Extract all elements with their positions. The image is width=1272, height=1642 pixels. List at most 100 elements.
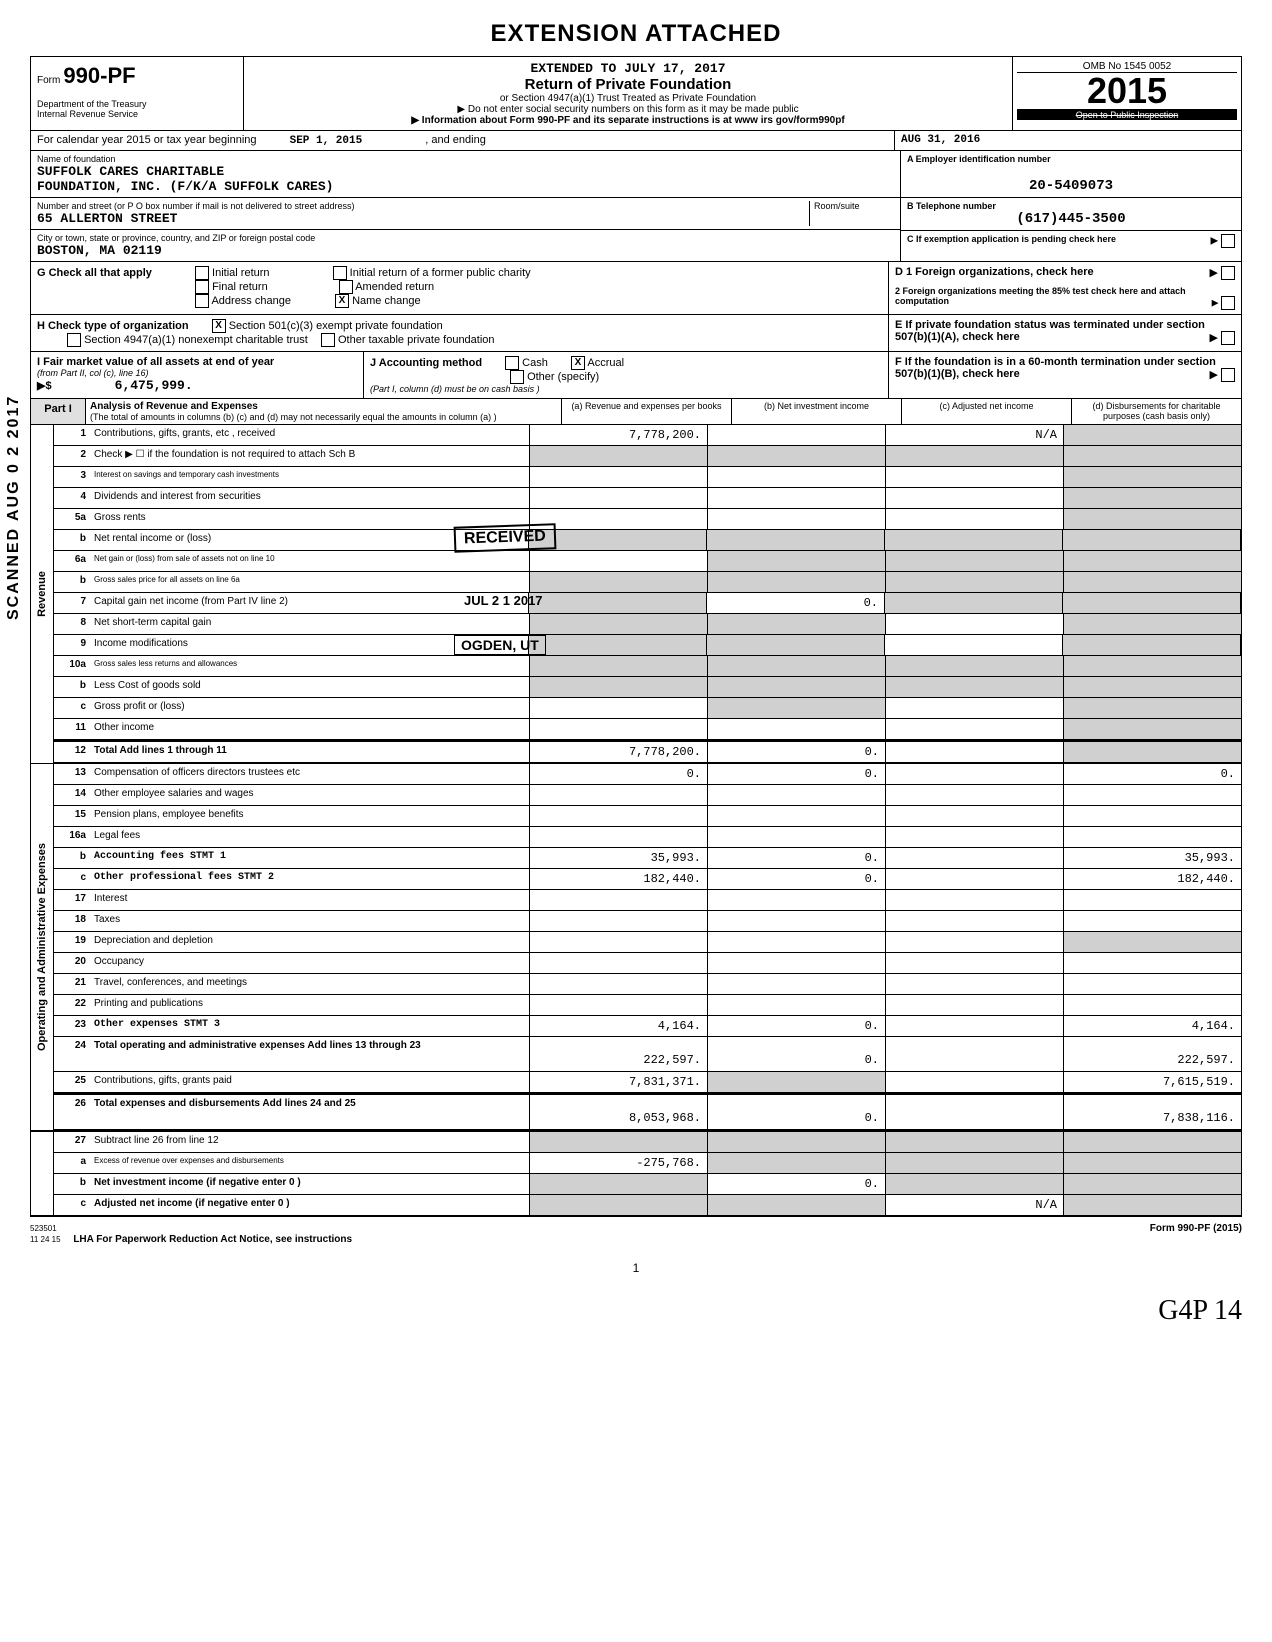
line-13-b: 0. [708,764,886,784]
open-inspection: Open to Public Inspection [1017,109,1237,120]
address-change: Address change [211,295,291,307]
amended-checkbox[interactable] [339,280,353,294]
line-21-desc: Travel, conferences, and meetings [90,974,530,994]
line-23-d: 4,164. [1064,1016,1241,1036]
line-27a-a: -275,768. [530,1153,708,1173]
initial-return: Initial return [212,267,269,279]
i-arrow: ▶$ [37,380,52,392]
line-3-desc: Interest on savings and temporary cash i… [90,467,530,487]
col-d-head: (d) Disbursements for charitable purpose… [1072,399,1241,424]
initial-former-checkbox[interactable] [333,266,347,280]
line-25-desc: Contributions, gifts, grants paid [90,1072,530,1092]
form-ref: Form 990-PF (2015) [1150,1223,1242,1245]
amended-return: Amended return [355,281,434,293]
page-number: 1 [30,1251,1242,1275]
line-2-desc: Check ▶ ☐ if the foundation is not requi… [90,446,530,466]
page-footer: 523501 11 24 15 LHA For Paperwork Reduct… [30,1217,1242,1251]
b-label: B Telephone number [907,201,1235,211]
line-16c-desc: Other professional fees STMT 2 [90,869,530,889]
street-address: 65 ALLERTON STREET [37,211,809,226]
line-13-d: 0. [1064,764,1241,784]
line-26-d: 7,838,116. [1064,1095,1241,1129]
a-label: A Employer identification number [907,154,1235,164]
line-18-desc: Taxes [90,911,530,931]
dept-treasury: Department of the Treasury [37,99,237,109]
ending-label: , and ending [425,134,486,146]
sub3: ▶ Information about Form 990-PF and its … [248,115,1008,126]
handwritten-note: G4P 14 [30,1295,1242,1327]
address-change-checkbox[interactable] [195,294,209,308]
form-label: Form [37,75,60,86]
line-27-section: 27Subtract line 26 from line 12 aExcess … [30,1130,1242,1217]
line-1-desc: Contributions, gifts, grants, etc , rece… [90,425,530,445]
g-d-block: G Check all that apply Initial return In… [30,262,1242,315]
line-22-desc: Printing and publications [90,995,530,1015]
ein: 20-5409073 [907,164,1235,194]
initial-former: Initial return of a former public charit… [350,267,531,279]
line-16a-desc: Legal fees [90,827,530,847]
scanned-stamp: SCANNED AUG 0 2 2017 [5,395,23,620]
phone: (617)445-3500 [907,211,1235,227]
d1-label: D 1 Foreign organizations, check here [895,266,1094,278]
part1-label: Part I [31,399,86,424]
form-number: 990-PF [63,63,135,88]
d2-checkbox[interactable] [1221,296,1235,310]
j-accrual: Accrual [587,357,624,369]
line-26-a: 8,053,968. [530,1095,708,1129]
name-label: Name of foundation [37,154,894,164]
cal-label: For calendar year 2015 or tax year begin… [37,134,257,146]
h-opt2: Section 4947(a)(1) nonexempt charitable … [84,334,308,346]
expenses-section: Operating and Administrative Expenses 13… [30,763,1242,1130]
col-a-head: (a) Revenue and expenses per books [562,399,732,424]
line-19-desc: Depreciation and depletion [90,932,530,952]
lha-notice: LHA For Paperwork Reduction Act Notice, … [73,1234,352,1245]
line-16c-b: 0. [708,869,886,889]
h-opt2-checkbox[interactable] [67,333,81,347]
line-24-a: 222,597. [530,1037,708,1071]
name-change: Name change [352,295,421,307]
identity-block: Name of foundation SUFFOLK CARES CHARITA… [30,151,1242,262]
line-24-desc: Total operating and administrative expen… [90,1037,530,1071]
col-b-head: (b) Net investment income [732,399,902,424]
name-change-checkbox[interactable]: X [335,294,349,308]
calendar-year-row: For calendar year 2015 or tax year begin… [30,131,1242,151]
revenue-side-label: Revenue [36,571,48,617]
line-23-b: 0. [708,1016,886,1036]
d1-checkbox[interactable] [1221,266,1235,280]
g-label: G Check all that apply [37,267,152,279]
line-27b-desc: Net investment income (if negative enter… [90,1174,530,1194]
foundation-name-1: SUFFOLK CARES CHARITABLE [37,164,894,179]
line-20-desc: Occupancy [90,953,530,973]
f-checkbox[interactable] [1221,368,1235,382]
j-cash-checkbox[interactable] [505,356,519,370]
line-7-b: 0. [707,593,885,613]
initial-return-checkbox[interactable] [195,266,209,280]
part1-title: Analysis of Revenue and Expenses [90,401,557,412]
final-return-checkbox[interactable] [195,280,209,294]
jul-stamp: JUL 2 1 2017 [464,593,543,608]
e-checkbox[interactable] [1221,331,1235,345]
sub1: or Section 4947(a)(1) Trust Treated as P… [248,93,1008,104]
h-opt1-checkbox[interactable]: X [212,319,226,333]
footer-code: 523501 [30,1224,57,1233]
line-25-a: 7,831,371. [530,1072,708,1092]
city-label: City or town, state or province, country… [37,233,894,243]
j-other-checkbox[interactable] [510,370,524,384]
e-label: E If private foundation status was termi… [895,319,1205,343]
line-6b-desc: Gross sales price for all assets on line… [90,572,530,592]
line-10c-desc: Gross profit or (loss) [90,698,530,718]
expenses-side-label: Operating and Administrative Expenses [36,843,48,1051]
j-other: Other (specify) [527,371,599,383]
i-label: I Fair market value of all assets at end… [37,356,274,368]
j-accrual-checkbox[interactable]: X [571,356,585,370]
h-opt3-checkbox[interactable] [321,333,335,347]
line-24-b: 0. [708,1037,886,1071]
city-state-zip: BOSTON, MA 02119 [37,243,894,258]
tax-year: 2015 [1017,73,1237,109]
j-cash: Cash [522,357,548,369]
foundation-name-2: FOUNDATION, INC. (F/K/A SUFFOLK CARES) [37,179,894,194]
f-label: F If the foundation is in a 60-month ter… [895,356,1216,380]
part1-header: Part I Analysis of Revenue and Expenses … [30,399,1242,425]
c-checkbox[interactable] [1221,234,1235,248]
room-label: Room/suite [814,201,894,211]
